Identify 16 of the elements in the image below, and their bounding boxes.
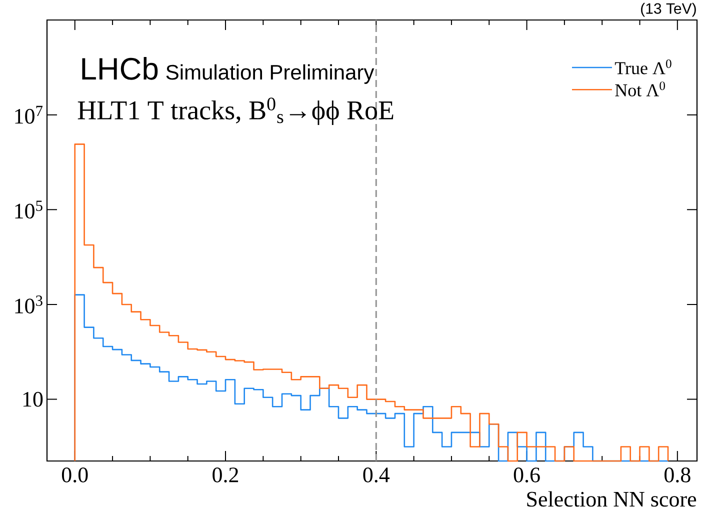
annotation: HLT1 T tracks, B$^{0}$$_{s}$→ϕϕ RoE bbox=[78, 98, 394, 125]
x-tick-label: 0.2 bbox=[212, 468, 238, 482]
text: (13 TeV) bbox=[641, 2, 696, 17]
x-axis-title: Selection NN score bbox=[527, 491, 696, 507]
x-tick-label: 0.0 bbox=[62, 468, 88, 482]
x-tick-label: 0.6 bbox=[514, 468, 540, 482]
y-tick-label: 10 bbox=[23, 392, 43, 407]
legend-label: Not Λ$^{0}$ bbox=[615, 82, 665, 96]
text: LHCb bbox=[82, 57, 158, 80]
y-tick-label: 10$^{7}$ bbox=[15, 106, 43, 124]
legend-label: True Λ$^{0}$ bbox=[614, 59, 672, 74]
y-tick-label: 10$^{5}$ bbox=[15, 200, 42, 219]
text: Simulation Preliminary bbox=[166, 64, 374, 84]
x-tick-label: 0.4 bbox=[363, 468, 390, 482]
y-tick-label: 10$^{3}$ bbox=[15, 296, 42, 314]
x-tick-label: 0.8 bbox=[664, 468, 690, 482]
